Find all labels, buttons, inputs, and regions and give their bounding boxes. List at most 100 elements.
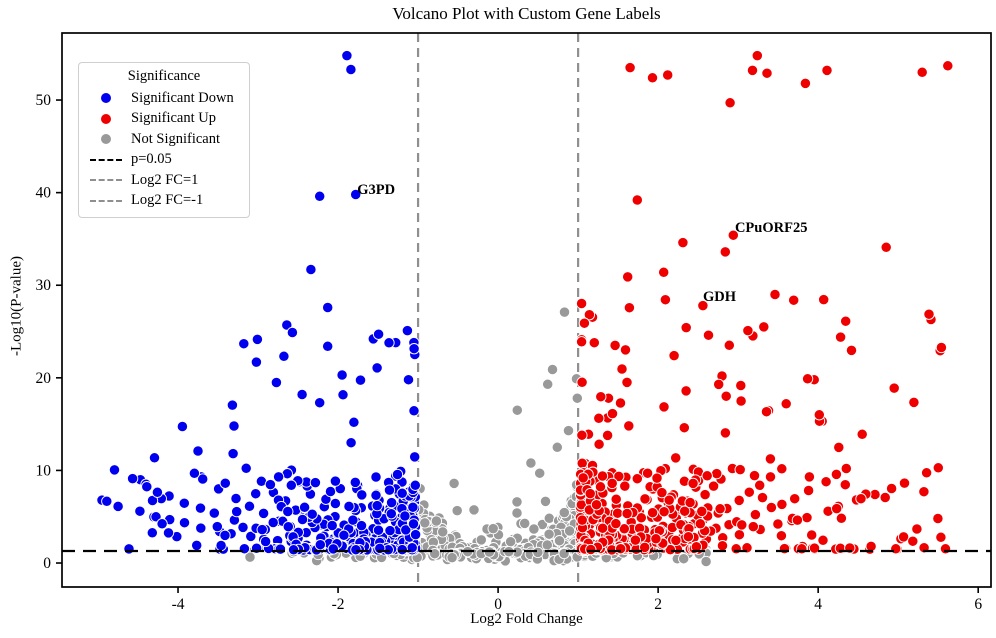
point-up [754,479,766,491]
point-up [615,543,627,555]
point-up [845,344,858,357]
point-down [314,397,326,409]
point-up [918,486,930,498]
point-up [821,64,833,77]
point-up [576,376,588,388]
point-up [916,66,928,78]
y-tick-label: 40 [36,185,52,202]
point-down [243,500,256,512]
point-up [650,533,662,545]
point-notsig [475,534,487,546]
gene-label-gdh: GDH [702,288,736,305]
point-up [590,499,603,511]
point-down [227,447,239,460]
point-up [736,519,748,531]
x-tick-label: 6 [974,596,982,613]
point-down [208,507,220,519]
point-up [751,49,763,62]
point-notsig [468,504,480,516]
point-down [314,539,326,551]
point-notsig [678,553,690,565]
point-notsig [244,551,256,563]
point-notsig [451,504,463,517]
point-down [219,477,231,489]
point-down [162,527,175,539]
point-up [641,467,654,479]
point-up [780,398,792,410]
point-down [350,188,362,201]
point-up [749,508,762,521]
points-up [574,49,954,557]
point-down [230,492,242,505]
legend-item-not-significant: Not Significant [89,129,239,150]
point-notsig [511,507,523,519]
point-up [935,341,948,354]
legend-item-significant-down: Significant Down [89,88,239,109]
point-down [324,485,337,498]
point-up [856,428,868,440]
point-down [350,544,362,556]
point-down [296,513,309,526]
point-up [621,507,633,520]
point-down [402,374,415,386]
point-up [775,530,788,542]
point-down [409,528,422,541]
point-notsig [534,467,546,479]
point-down [219,529,231,542]
point-down [298,501,311,513]
point-up [834,331,847,343]
point-down [314,190,326,202]
point-up [577,472,589,484]
point-up [646,507,659,519]
legend-title: Significance [127,68,201,84]
point-up [593,412,605,424]
point-up [796,543,808,555]
point-up [697,299,709,312]
point-down [240,462,252,474]
point-down [188,467,201,479]
point-down [400,524,412,536]
point-up [788,294,800,306]
point-down [282,505,294,518]
plot-border [61,32,992,588]
point-up [696,505,708,518]
point-down [383,484,396,496]
point-down [146,527,158,539]
point-up [760,406,773,418]
point-notsig [562,424,575,437]
point-down [238,338,250,350]
point-up [662,69,674,81]
point-up [585,543,597,556]
point-down [371,362,383,374]
point-up [764,471,777,483]
point-up [778,542,791,555]
point-up [619,480,631,492]
legend-item-fc-up-threshold: Log2 FC=1 [89,170,239,191]
point-up [735,395,747,407]
point-down [148,452,161,464]
point-up [898,477,911,489]
point-up [623,302,636,314]
point-up [908,396,920,409]
point-up [791,514,804,526]
point-up [583,309,596,321]
point-up [670,452,682,464]
point-down [396,487,408,499]
point-notsig [511,496,523,508]
point-up [664,543,676,556]
point-up [799,77,812,90]
point-up [719,427,732,439]
point-up [646,72,659,84]
point-notsig [563,525,576,537]
point-up [890,543,902,555]
point-up [707,480,720,492]
point-down [264,478,277,491]
point-up [776,498,788,511]
point-notsig [558,506,570,519]
point-down [251,333,264,346]
p-threshold-dashed-line-icon [90,158,122,161]
point-notsig [429,548,441,560]
point-up [833,441,845,454]
point-down [197,473,209,485]
